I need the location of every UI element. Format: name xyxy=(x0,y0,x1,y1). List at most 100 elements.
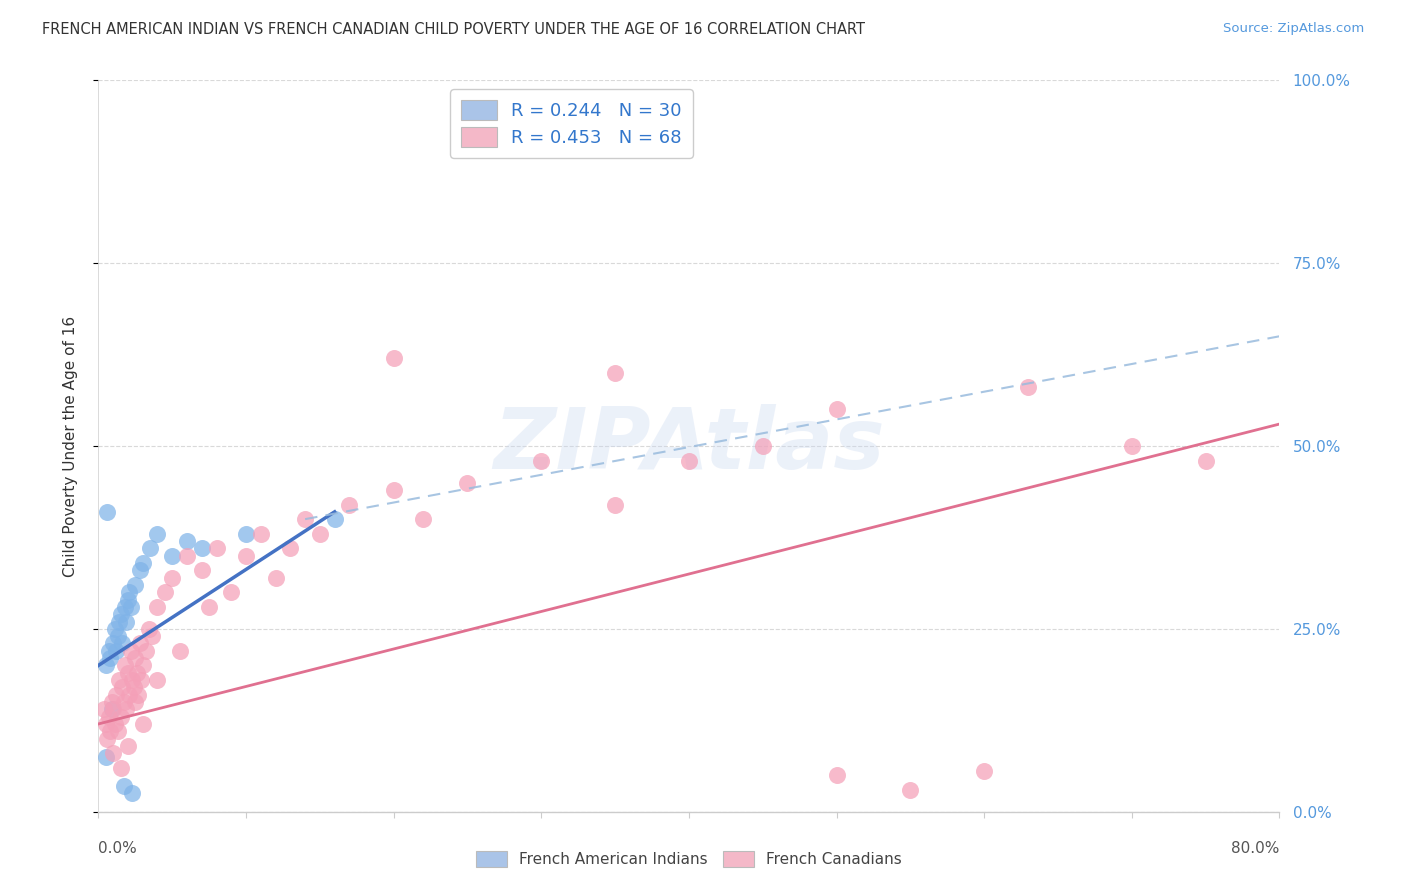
Point xyxy=(108,615,131,629)
Point xyxy=(162,571,183,585)
Point xyxy=(120,644,142,658)
Point xyxy=(235,526,257,541)
Point xyxy=(132,717,155,731)
Point xyxy=(117,739,139,753)
Point xyxy=(132,658,155,673)
Point xyxy=(108,673,131,687)
Point xyxy=(198,599,221,614)
Point xyxy=(110,607,132,622)
Point xyxy=(141,629,163,643)
Point xyxy=(104,622,127,636)
Point xyxy=(205,541,228,556)
Point xyxy=(115,615,138,629)
Point xyxy=(456,475,478,490)
Point xyxy=(146,599,169,614)
Point xyxy=(128,636,150,650)
Point xyxy=(294,512,316,526)
Point xyxy=(138,622,160,636)
Point xyxy=(176,549,198,563)
Point xyxy=(105,644,128,658)
Point xyxy=(111,636,134,650)
Point xyxy=(97,709,120,723)
Point xyxy=(118,688,141,702)
Point xyxy=(110,709,132,723)
Text: ZIPAtlas: ZIPAtlas xyxy=(494,404,884,488)
Point xyxy=(235,549,257,563)
Point xyxy=(382,351,405,366)
Point xyxy=(117,665,139,680)
Point xyxy=(121,673,143,687)
Text: FRENCH AMERICAN INDIAN VS FRENCH CANADIAN CHILD POVERTY UNDER THE AGE OF 16 CORR: FRENCH AMERICAN INDIAN VS FRENCH CANADIA… xyxy=(42,22,865,37)
Point xyxy=(309,526,332,541)
Point xyxy=(169,644,191,658)
Point xyxy=(111,681,134,695)
Point xyxy=(1195,453,1218,467)
Text: 80.0%: 80.0% xyxy=(1232,841,1279,856)
Y-axis label: Child Poverty Under the Age of 16: Child Poverty Under the Age of 16 xyxy=(63,316,77,576)
Point xyxy=(751,439,773,453)
Point xyxy=(104,717,127,731)
Point xyxy=(103,636,125,650)
Point xyxy=(96,731,118,746)
Point xyxy=(100,695,122,709)
Point xyxy=(98,724,121,739)
Point xyxy=(900,782,922,797)
Point xyxy=(191,563,214,577)
Point xyxy=(162,549,183,563)
Point xyxy=(124,695,146,709)
Point xyxy=(146,526,169,541)
Point xyxy=(323,512,346,526)
Point xyxy=(127,688,149,702)
Text: 0.0%: 0.0% xyxy=(98,841,138,856)
Point xyxy=(412,512,434,526)
Point xyxy=(107,724,129,739)
Legend: French American Indians, French Canadians: French American Indians, French Canadian… xyxy=(470,845,908,873)
Point xyxy=(250,526,273,541)
Point xyxy=(530,453,553,467)
Point xyxy=(176,534,198,549)
Point xyxy=(94,749,117,764)
Point xyxy=(124,651,146,665)
Point xyxy=(135,644,157,658)
Point xyxy=(973,764,995,779)
Point xyxy=(339,498,360,512)
Point xyxy=(121,787,143,801)
Point xyxy=(825,402,848,417)
Point xyxy=(103,746,125,760)
Point xyxy=(264,571,287,585)
Point xyxy=(1121,439,1143,453)
Point xyxy=(110,761,132,775)
Point xyxy=(139,541,162,556)
Point xyxy=(118,585,141,599)
Point xyxy=(221,585,243,599)
Point xyxy=(112,779,135,793)
Point xyxy=(605,366,627,380)
Point xyxy=(105,688,128,702)
Point xyxy=(1017,380,1039,394)
Point xyxy=(112,695,135,709)
Point xyxy=(132,556,155,570)
Point xyxy=(678,453,700,467)
Point xyxy=(153,585,176,599)
Point xyxy=(94,658,117,673)
Point xyxy=(128,563,150,577)
Point xyxy=(278,541,302,556)
Point xyxy=(125,665,148,680)
Point xyxy=(120,599,142,614)
Point xyxy=(94,717,117,731)
Point xyxy=(114,599,136,614)
Point xyxy=(124,578,146,592)
Point xyxy=(97,644,120,658)
Point xyxy=(100,702,122,716)
Point xyxy=(191,541,214,556)
Point xyxy=(825,768,848,782)
Point xyxy=(103,702,125,716)
Point xyxy=(117,592,139,607)
Point xyxy=(122,681,145,695)
Point xyxy=(129,673,152,687)
Point xyxy=(382,483,405,497)
Text: Source: ZipAtlas.com: Source: ZipAtlas.com xyxy=(1223,22,1364,36)
Point xyxy=(146,673,169,687)
Point xyxy=(96,505,118,519)
Point xyxy=(114,658,136,673)
